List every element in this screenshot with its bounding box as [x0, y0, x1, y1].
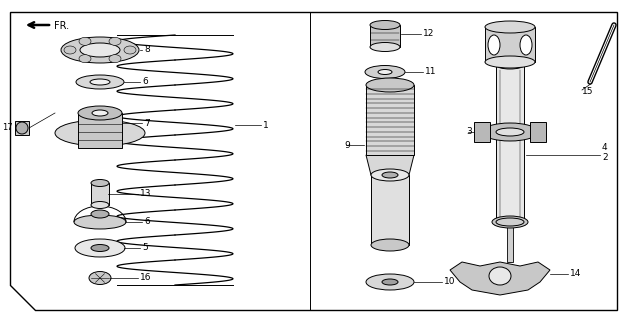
- Ellipse shape: [365, 66, 405, 78]
- Ellipse shape: [366, 78, 414, 92]
- Ellipse shape: [485, 21, 535, 33]
- Ellipse shape: [520, 35, 532, 55]
- Text: 6: 6: [144, 218, 150, 227]
- Ellipse shape: [89, 271, 111, 284]
- Text: 15: 15: [582, 87, 594, 97]
- Ellipse shape: [109, 37, 121, 45]
- Ellipse shape: [91, 202, 109, 209]
- Ellipse shape: [76, 75, 124, 89]
- Text: 13: 13: [140, 189, 152, 198]
- Ellipse shape: [55, 120, 145, 146]
- Bar: [485, 27, 535, 62]
- Ellipse shape: [371, 169, 409, 181]
- Ellipse shape: [488, 35, 500, 55]
- Ellipse shape: [80, 43, 120, 57]
- Ellipse shape: [382, 172, 398, 178]
- Ellipse shape: [370, 43, 400, 52]
- Ellipse shape: [91, 210, 109, 218]
- Ellipse shape: [366, 274, 414, 290]
- Ellipse shape: [370, 20, 400, 29]
- Text: 9: 9: [344, 140, 350, 149]
- Text: 5: 5: [142, 244, 148, 252]
- Text: 8: 8: [144, 45, 150, 54]
- Ellipse shape: [496, 128, 524, 136]
- Bar: [507, 224, 513, 262]
- Ellipse shape: [124, 46, 136, 54]
- Text: 2: 2: [602, 154, 608, 163]
- Bar: [370, 25, 400, 47]
- Ellipse shape: [64, 46, 76, 54]
- Text: 14: 14: [570, 269, 581, 278]
- Text: 6: 6: [142, 77, 148, 86]
- Text: FR.: FR.: [54, 21, 69, 31]
- Ellipse shape: [489, 267, 511, 285]
- Ellipse shape: [91, 180, 109, 187]
- Ellipse shape: [75, 239, 125, 257]
- Ellipse shape: [482, 123, 538, 141]
- Ellipse shape: [78, 106, 122, 120]
- Ellipse shape: [109, 55, 121, 63]
- Ellipse shape: [378, 69, 392, 75]
- Polygon shape: [10, 12, 617, 310]
- Ellipse shape: [90, 79, 110, 85]
- Bar: [500, 30, 520, 65]
- Ellipse shape: [91, 244, 109, 252]
- Bar: [371, 175, 409, 245]
- Bar: [15, 121, 29, 135]
- Bar: [474, 122, 490, 142]
- Text: 11: 11: [425, 68, 436, 76]
- Ellipse shape: [92, 110, 108, 116]
- Bar: [496, 65, 524, 222]
- Text: 3: 3: [466, 127, 472, 137]
- Ellipse shape: [492, 216, 528, 228]
- Ellipse shape: [496, 61, 524, 69]
- Ellipse shape: [496, 218, 524, 226]
- Text: 17: 17: [2, 124, 13, 132]
- Text: 7: 7: [144, 118, 150, 127]
- Bar: [530, 122, 546, 142]
- Ellipse shape: [74, 215, 126, 229]
- Ellipse shape: [79, 55, 91, 63]
- Text: 10: 10: [444, 277, 455, 286]
- Text: 4: 4: [602, 143, 608, 153]
- Bar: [91, 183, 109, 205]
- Text: 12: 12: [423, 29, 435, 38]
- Ellipse shape: [79, 37, 91, 45]
- Ellipse shape: [382, 279, 398, 285]
- Text: 16: 16: [140, 274, 152, 283]
- Ellipse shape: [61, 37, 139, 63]
- Ellipse shape: [16, 122, 28, 134]
- Bar: [78, 113, 122, 148]
- Polygon shape: [450, 262, 550, 295]
- Polygon shape: [366, 155, 414, 175]
- Ellipse shape: [485, 56, 535, 68]
- Bar: [366, 85, 414, 155]
- Ellipse shape: [371, 239, 409, 251]
- Text: 1: 1: [263, 121, 269, 130]
